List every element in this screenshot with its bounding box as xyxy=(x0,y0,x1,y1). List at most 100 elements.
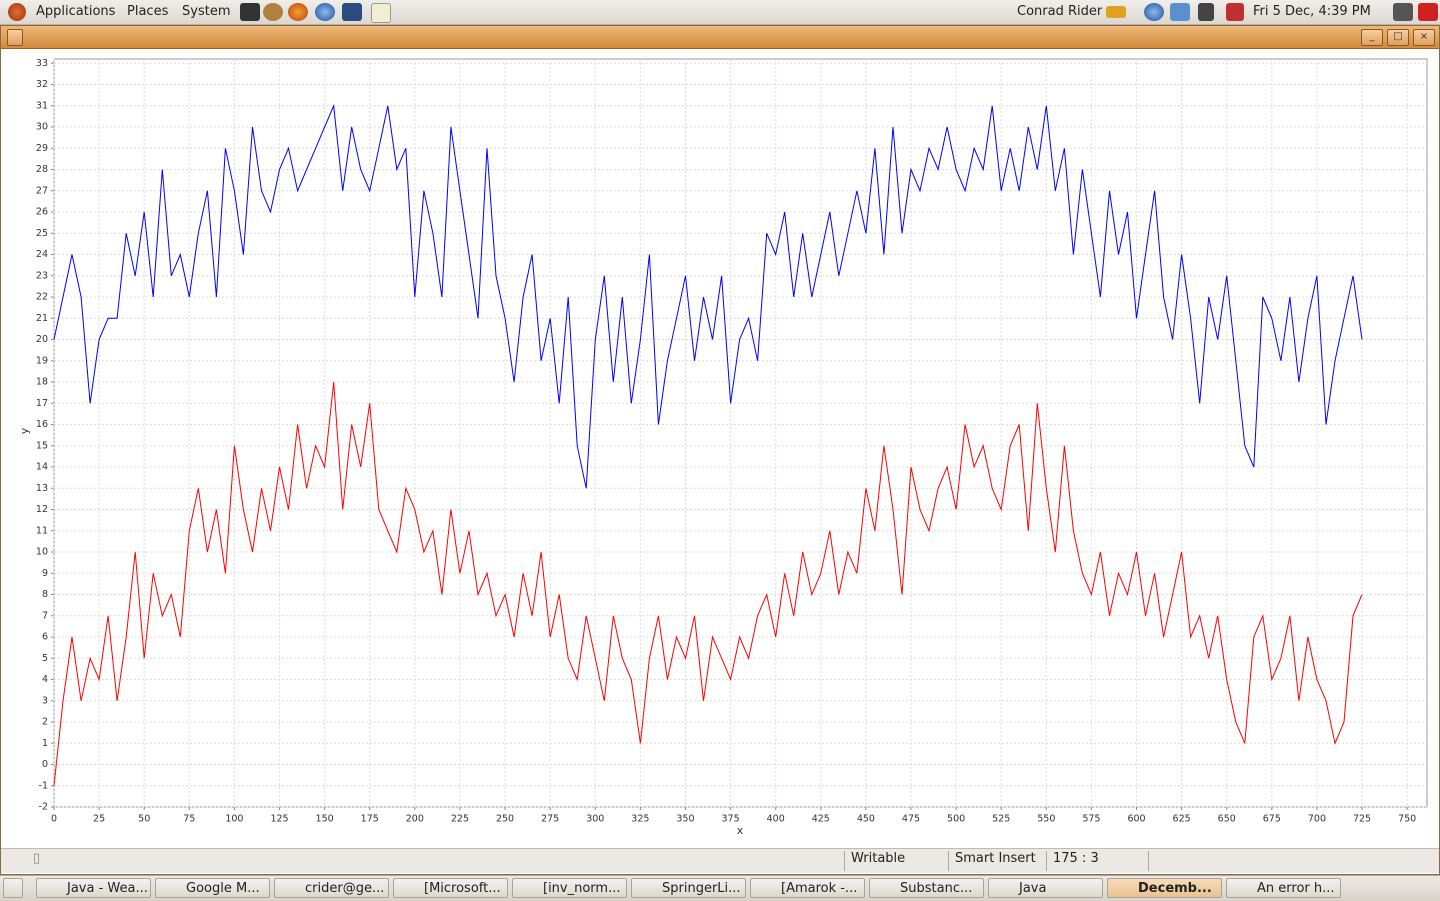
y-axis-label: y xyxy=(18,427,31,434)
y-tick-label: 21 xyxy=(36,313,48,324)
taskbar-label: Decemb... xyxy=(1138,881,1212,896)
launcher[interactable] xyxy=(315,3,335,21)
tray-icon[interactable] xyxy=(1106,6,1126,18)
x-tick-label: 600 xyxy=(1127,814,1145,825)
taskbar-button[interactable]: Java xyxy=(988,878,1103,898)
y-tick-label: 22 xyxy=(36,292,48,303)
y-tick-label: 25 xyxy=(36,228,48,239)
y-tick-label: 24 xyxy=(36,249,48,260)
x-tick-label: 350 xyxy=(676,814,694,825)
y-tick-label: 19 xyxy=(36,355,48,366)
window-icon[interactable] xyxy=(7,29,23,46)
launcher[interactable] xyxy=(342,3,362,21)
y-tick-label: 33 xyxy=(36,58,48,69)
x-tick-label: 575 xyxy=(1082,814,1100,825)
x-tick-label: 50 xyxy=(138,814,150,825)
taskbar-button[interactable]: Substanc... xyxy=(869,878,984,898)
y-tick-label: 12 xyxy=(36,504,48,515)
status-cell: Smart Insert xyxy=(948,851,1036,871)
y-tick-label: 14 xyxy=(36,462,48,473)
series-line xyxy=(53,103,1363,489)
tray-icon[interactable] xyxy=(1144,3,1164,21)
clock[interactable]: Fri 5 Dec, 4:39 PM xyxy=(1253,4,1371,19)
y-tick-label: 32 xyxy=(36,79,48,90)
taskbar-label: [inv_norm... xyxy=(543,881,621,896)
chart: x y -2-101234567891011121314151617181920… xyxy=(18,58,1428,837)
x-tick-label: 0 xyxy=(51,814,57,825)
y-tick-label: -1 xyxy=(39,780,48,791)
y-tick-label: 31 xyxy=(36,100,48,111)
taskbar-button[interactable]: crider@ge... xyxy=(274,878,389,898)
y-tick-label: 5 xyxy=(42,653,48,664)
taskbar-label: An error h... xyxy=(1257,881,1335,896)
y-tick-label: 4 xyxy=(42,674,48,685)
x-tick-label: 550 xyxy=(1037,814,1055,825)
x-tick-label: 75 xyxy=(183,814,195,825)
y-tick-label: 8 xyxy=(42,589,48,600)
taskbar-button[interactable]: [Amarok -... xyxy=(750,878,865,898)
taskbar-label: [Microsoft... xyxy=(424,881,501,896)
shutdown-button[interactable] xyxy=(1418,3,1438,21)
x-axis-label: x xyxy=(737,824,744,837)
terminal-launcher[interactable] xyxy=(240,3,260,21)
maximize-button[interactable]: □ xyxy=(1387,29,1409,46)
x-tick-label: 400 xyxy=(767,814,785,825)
user-name[interactable]: Conrad Rider xyxy=(1017,4,1103,19)
y-tick-label: 18 xyxy=(36,377,48,388)
show-desktop[interactable] xyxy=(3,878,23,898)
x-tick-label: 450 xyxy=(857,814,875,825)
y-tick-label: 6 xyxy=(42,632,48,643)
y-tick-label: 11 xyxy=(36,525,48,536)
menu-applications[interactable]: Applications xyxy=(36,4,116,19)
taskbar-button[interactable]: Google M... xyxy=(155,878,270,898)
taskbar-label: SpringerLi... xyxy=(662,881,741,896)
editor-launcher[interactable] xyxy=(371,3,391,23)
status-cell: 175 : 3 xyxy=(1046,851,1099,871)
x-tick-label: 200 xyxy=(406,814,424,825)
y-tick-label: 10 xyxy=(36,547,48,558)
x-tick-label: 250 xyxy=(496,814,514,825)
x-tick-label: 300 xyxy=(586,814,604,825)
ubuntu-logo[interactable] xyxy=(8,3,26,21)
close-button[interactable]: × xyxy=(1413,29,1435,46)
gmail-icon[interactable] xyxy=(1226,3,1244,21)
status-bar: ▯ Writable Smart Insert 175 : 3 xyxy=(1,848,1439,873)
menu-system[interactable]: System xyxy=(182,4,231,19)
y-tick-label: 23 xyxy=(36,270,48,281)
taskbar-button[interactable]: SpringerLi... xyxy=(631,878,746,898)
taskbar-label: Java - Wea... xyxy=(67,881,148,896)
taskbar-button[interactable]: An error h... xyxy=(1226,878,1341,898)
taskbar-label: Java xyxy=(1019,881,1047,896)
menu-places[interactable]: Places xyxy=(127,4,169,19)
x-tick-label: 375 xyxy=(722,814,740,825)
taskbar-button[interactable]: Java - Wea... xyxy=(36,878,151,898)
taskbar-button[interactable]: [inv_norm... xyxy=(512,878,627,898)
x-tick-label: 325 xyxy=(631,814,649,825)
launcher[interactable] xyxy=(263,3,283,21)
y-tick-label: 13 xyxy=(36,483,48,494)
plot-area xyxy=(53,58,1428,808)
x-tick-label: 700 xyxy=(1308,814,1326,825)
minimize-button[interactable]: _ xyxy=(1361,29,1383,46)
taskbar-label: crider@ge... xyxy=(305,881,385,896)
x-tick-label: 275 xyxy=(541,814,559,825)
taskbar-button[interactable]: Decemb... xyxy=(1107,878,1222,898)
x-tick-label: 500 xyxy=(947,814,965,825)
y-tick-label: 28 xyxy=(36,164,48,175)
y-tick-label: 0 xyxy=(42,759,48,770)
y-tick-label: 1 xyxy=(42,738,48,749)
taskbar-button[interactable]: [Microsoft... xyxy=(393,878,508,898)
x-tick-label: 525 xyxy=(992,814,1010,825)
tray-icon[interactable] xyxy=(1393,3,1413,21)
y-tick-label: 17 xyxy=(36,398,48,409)
firefox-launcher[interactable] xyxy=(288,3,308,21)
x-tick-label: 25 xyxy=(93,814,105,825)
y-tick-label: 30 xyxy=(36,122,48,133)
y-tick-label: 29 xyxy=(36,143,48,154)
y-tick-label: 20 xyxy=(36,334,48,345)
title-bar: _ □ × xyxy=(1,26,1439,49)
status-cell-divider xyxy=(1148,851,1155,871)
tray-icon[interactable] xyxy=(1198,3,1214,21)
tray-icon[interactable] xyxy=(1170,3,1190,21)
